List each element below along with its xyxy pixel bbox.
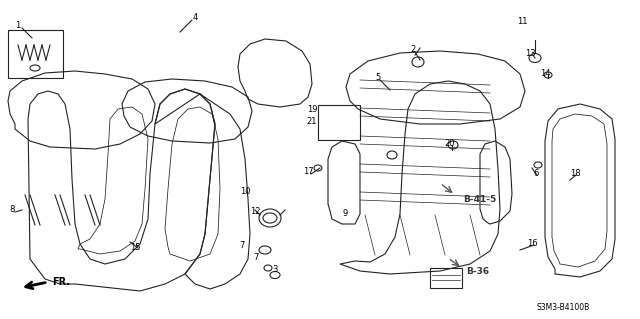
Text: B-36: B-36 — [467, 268, 490, 277]
Text: 16: 16 — [527, 239, 538, 248]
Text: FR.: FR. — [52, 277, 70, 287]
Text: 19: 19 — [307, 106, 317, 115]
Text: 7: 7 — [253, 253, 259, 262]
Text: 4: 4 — [193, 13, 198, 23]
Text: 9: 9 — [342, 209, 348, 218]
Text: 10: 10 — [240, 188, 250, 197]
Text: 8: 8 — [10, 205, 15, 214]
Text: 18: 18 — [570, 168, 580, 177]
Text: 12: 12 — [250, 207, 260, 217]
Text: 2: 2 — [410, 46, 415, 55]
Text: 17: 17 — [303, 167, 314, 176]
Text: 15: 15 — [130, 243, 140, 253]
Text: 1: 1 — [15, 20, 20, 29]
Text: 3: 3 — [272, 265, 278, 275]
Text: 14: 14 — [540, 69, 550, 78]
Text: 7: 7 — [239, 241, 244, 250]
Bar — [318, 105, 360, 140]
Text: S3M3-B4100B: S3M3-B4100B — [537, 303, 590, 313]
Text: 5: 5 — [376, 73, 381, 83]
Text: 6: 6 — [533, 168, 539, 177]
Bar — [430, 268, 462, 288]
Text: 11: 11 — [516, 18, 527, 26]
Text: 20: 20 — [445, 138, 455, 147]
Text: 21: 21 — [307, 117, 317, 127]
Text: B-41-5: B-41-5 — [463, 196, 497, 204]
Text: 13: 13 — [525, 48, 535, 57]
Bar — [8, 30, 63, 78]
